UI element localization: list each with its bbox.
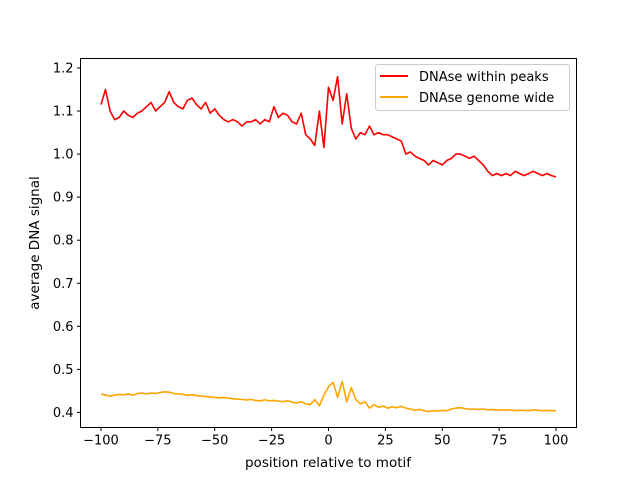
y-tick-label: 0.6	[53, 320, 74, 335]
y-tick-label: 1.2	[53, 61, 74, 76]
y-tick-label: 0.4	[53, 406, 74, 421]
y-tick-label: 0.9	[53, 191, 74, 206]
plot-frame	[80, 58, 577, 428]
legend-label-1: DNAse genome wide	[419, 91, 554, 106]
legend-label-0: DNAse within peaks	[419, 70, 549, 85]
y-tick-label: 0.8	[53, 234, 74, 249]
y-tick-label: 1.1	[53, 105, 74, 120]
series-line-1	[100, 380, 556, 413]
x-tick-label: −100	[83, 434, 119, 449]
x-tick-label: −50	[201, 434, 228, 449]
legend: DNAse within peaks DNAse genome wide	[375, 64, 570, 111]
y-tick-label: 1.0	[53, 148, 74, 163]
x-tick-label: 75	[491, 434, 508, 449]
x-axis-label: position relative to motif	[245, 455, 412, 471]
x-tick-label: 50	[434, 434, 451, 449]
x-tick-label: −75	[144, 434, 171, 449]
series-line-0	[100, 75, 557, 178]
x-tick-label: 25	[377, 434, 394, 449]
y-tick-label: 0.7	[53, 277, 74, 292]
legend-box	[375, 64, 570, 111]
y-axis-label: average DNA signal	[27, 176, 43, 310]
x-tick-label: −25	[258, 434, 285, 449]
x-tick-label: 100	[544, 434, 569, 449]
y-tick-label: 0.5	[53, 363, 74, 378]
x-tick-label: 0	[324, 434, 332, 449]
